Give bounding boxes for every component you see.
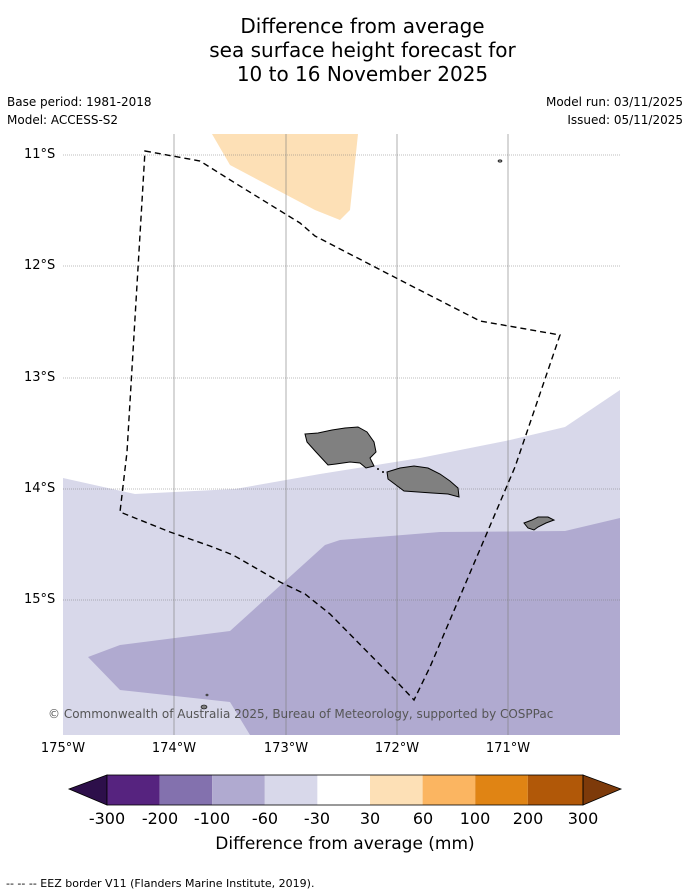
island-small-sw-2 xyxy=(205,693,209,697)
colorbar-swatch-neg300-200 xyxy=(107,775,160,805)
colorbar-title: Difference from average (mm) xyxy=(215,834,475,854)
lon-label-173w: 173°W xyxy=(263,741,309,756)
eez-border xyxy=(119,150,561,702)
colorbar-tick-neg300: -300 xyxy=(88,809,126,828)
lat-label-11s: 11°S xyxy=(24,147,56,162)
lon-label-174w: 174°W xyxy=(151,741,197,756)
island-tutuila xyxy=(523,516,556,531)
colorbar-swatch-neg60-30 xyxy=(264,775,318,805)
colorbar-swatch-neg200-100 xyxy=(159,775,213,805)
colorbar-tick-60: 60 xyxy=(412,809,434,828)
lat-label-13s: 13°S xyxy=(24,370,56,385)
lat-label-15s: 15°S xyxy=(24,592,56,607)
copyright-text: © Commonwealth of Australia 2025, Bureau… xyxy=(48,707,554,721)
lon-label-175w: 175°W xyxy=(40,741,86,756)
colorbar-tick-100: 100 xyxy=(459,809,491,828)
lon-label-172w: 172°W xyxy=(374,741,420,756)
title-line-2: sea surface height forecast for xyxy=(209,38,516,62)
title-line-1: Difference from average xyxy=(240,14,485,38)
colorbar-tick-neg30: -30 xyxy=(303,809,331,828)
base-period-text: Base period: 1981-2018 xyxy=(7,95,152,109)
issued-text: Issued: 05/11/2025 xyxy=(567,113,683,127)
lon-label-171w: 171°W xyxy=(485,741,531,756)
colorbar-extend-high xyxy=(582,774,623,806)
island-savaii xyxy=(304,426,377,469)
lat-label-12s: 12°S xyxy=(24,258,56,273)
island-upolu xyxy=(386,465,460,498)
colorbar-swatch-neg30-30 xyxy=(317,775,370,805)
colorbar-swatch-60-100 xyxy=(422,775,476,805)
island-small-sw xyxy=(200,704,208,710)
island-apolima xyxy=(377,468,379,470)
model-text: Model: ACCESS-S2 xyxy=(7,113,119,127)
island-manono xyxy=(382,471,384,473)
colorbar-swatch-30-60 xyxy=(370,775,423,805)
colorbar-tick-300: 300 xyxy=(567,809,599,828)
colorbar-tick-neg60: -60 xyxy=(251,809,279,828)
colorbar xyxy=(67,774,623,806)
model-run-text: Model run: 03/11/2025 xyxy=(545,95,683,109)
anomaly-region-pos30-60 xyxy=(212,134,358,220)
lat-label-14s: 14°S xyxy=(24,481,56,496)
colorbar-swatch-neg100-60 xyxy=(212,775,265,805)
island-rose-atoll xyxy=(497,159,503,163)
colorbar-swatch-200-300 xyxy=(527,775,583,805)
footnote-eez: -- -- -- EEZ border V11 (Flanders Marine… xyxy=(6,877,315,890)
colorbar-outline xyxy=(106,774,584,806)
colorbar-tick-neg200: -200 xyxy=(141,809,179,828)
map-canvas xyxy=(63,134,620,735)
colorbar-swatch-100-200 xyxy=(475,775,528,805)
anomaly-region-neg60-100 xyxy=(88,518,620,735)
title-line-3: 10 to 16 November 2025 xyxy=(236,62,489,86)
colorbar-extend-low xyxy=(67,774,108,806)
colorbar-tick-200: 200 xyxy=(512,809,544,828)
gridlines xyxy=(63,134,620,735)
chart-title: Difference from average sea surface heig… xyxy=(0,14,690,86)
colorbar-tick-neg100: -100 xyxy=(193,809,231,828)
colorbar-tick-30: 30 xyxy=(359,809,381,828)
